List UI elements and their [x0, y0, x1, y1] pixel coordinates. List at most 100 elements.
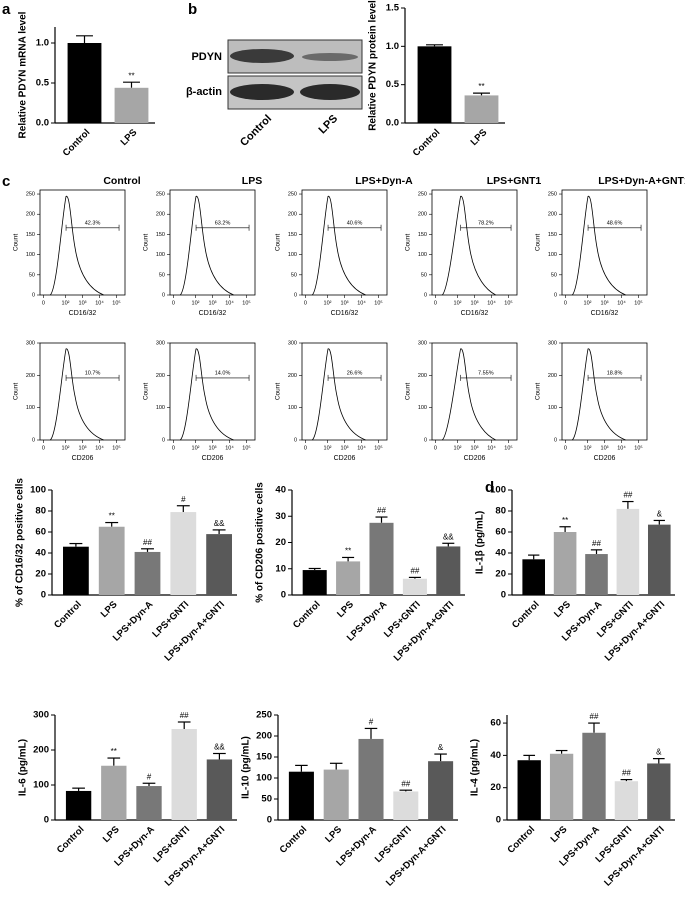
x-tick-label: LPS+Dyn-A+GNTI: [602, 824, 667, 889]
y-tick-label: 100: [288, 252, 297, 258]
y-tick-label: 50: [551, 272, 557, 278]
y-tick-label: 200: [548, 373, 557, 379]
x-tick-label: 10⁵: [112, 299, 120, 306]
y-tick-label: 0: [32, 437, 35, 443]
y-tick-label: 150: [156, 232, 165, 238]
bar: [614, 781, 639, 820]
y-tick-label: 20: [35, 569, 46, 580]
significance: ##: [590, 712, 599, 721]
x-axis-label: CD206: [72, 455, 94, 462]
x-tick-label: 10³: [471, 445, 479, 451]
bar: [98, 526, 125, 595]
significance: &&: [443, 532, 454, 541]
bar: [67, 43, 102, 123]
x-tick-label: 10³: [341, 300, 349, 306]
x-tick-label: 0: [42, 300, 45, 306]
y-tick-label: 0.5: [386, 79, 400, 90]
x-axis-label: CD206: [594, 455, 616, 462]
x-axis-label: CD16/32: [199, 310, 227, 317]
x-tick-label: LPS+Dyn-A+GNTI: [392, 599, 457, 664]
x-tick-label: LPS: [549, 824, 570, 845]
y-tick-label: 200: [33, 745, 49, 756]
blot-lane-label: LPS: [317, 113, 341, 137]
bar: [464, 95, 499, 123]
bar: [65, 790, 92, 820]
x-tick-label: 0: [172, 300, 175, 306]
y-tick-label: 250: [288, 191, 297, 197]
bar: [134, 551, 161, 595]
x-tick-label: LPS+Dyn-A+GNTI: [603, 599, 668, 664]
significance: **: [109, 512, 115, 521]
significance: **: [111, 747, 117, 756]
x-tick-label: Control: [291, 599, 323, 631]
x-tick-label: Control: [52, 599, 84, 631]
x-tick-label: LPS: [335, 599, 356, 620]
plot-frame: [169, 342, 256, 441]
gate-percent: 10.7%: [85, 370, 101, 376]
y-tick-label: 250: [256, 710, 272, 721]
x-tick-label: 0: [304, 300, 307, 306]
bar: [170, 512, 197, 595]
y-tick-label: 0.5: [36, 78, 50, 89]
histogram-curve: [441, 348, 496, 441]
y-tick-label: 0: [496, 815, 501, 826]
x-tick-label: Control: [505, 824, 537, 856]
x-tick-label: LPS: [99, 599, 120, 620]
y-tick-label: 100: [490, 485, 506, 496]
y-tick-label: 100: [548, 252, 557, 258]
y-tick-label: 200: [256, 731, 272, 742]
plot-frame: [561, 342, 648, 441]
y-tick-label: 250: [156, 191, 165, 197]
gate-percent: 63.2%: [215, 220, 231, 226]
significance: ##: [410, 567, 419, 576]
x-tick-label: LPS+Dyn-A+GNTI: [163, 824, 228, 889]
y-tick-label: 200: [156, 212, 165, 218]
y-tick-label: 80: [35, 506, 46, 517]
bar: [647, 763, 671, 820]
condition-title: LPS+GNT1: [487, 175, 542, 187]
condition-title: Control: [103, 175, 140, 187]
panel-label: c: [2, 173, 10, 190]
x-tick-label: 10²: [584, 300, 592, 306]
x-tick-label: 10⁵: [112, 444, 120, 451]
y-tick-label: 300: [26, 340, 35, 346]
x-tick-label: 10⁴: [95, 444, 104, 451]
y-tick-label: 150: [288, 232, 297, 238]
y-tick-label: 0: [162, 292, 165, 298]
bar: [616, 508, 640, 595]
histogram-curve: [179, 195, 234, 296]
y-axis-label: IL-10 (pg/mL): [241, 736, 252, 799]
y-tick-label: 300: [418, 340, 427, 346]
gate-percent: 26.6%: [347, 370, 363, 376]
significance: &&: [214, 519, 225, 528]
histogram-curve: [571, 348, 626, 441]
histogram-curve: [49, 348, 104, 441]
y-tick-label: 300: [156, 340, 165, 346]
y-axis-label: IL-1β (pg/mL): [475, 511, 486, 574]
y-tick-label: 1.0: [36, 38, 49, 49]
western-blot: PDYN β-actin Control LPS: [186, 39, 363, 149]
y-axis-label: % of CD16/32 positive cells: [15, 478, 26, 607]
panel-label: b: [188, 1, 197, 18]
y-tick-label: 0: [294, 292, 297, 298]
x-tick-label: 10²: [324, 300, 332, 306]
y-tick-label: 0: [501, 590, 506, 601]
plot-frame: [301, 342, 388, 441]
y-tick-label: 300: [548, 340, 557, 346]
y-tick-label: 0: [424, 437, 427, 443]
significance: **: [345, 547, 351, 556]
blot-row-label: β-actin: [186, 86, 222, 98]
y-tick-label: 300: [33, 710, 49, 721]
x-tick-label: Control: [61, 127, 93, 159]
y-tick-label: 80: [495, 506, 506, 517]
bar: [553, 532, 577, 595]
y-tick-label: 60: [495, 527, 506, 538]
y-axis-label: Count: [13, 234, 20, 252]
x-tick-label: Control: [55, 824, 87, 856]
y-tick-label: 100: [26, 405, 35, 411]
x-tick-label: 10⁵: [374, 299, 382, 306]
y-tick-label: 0: [554, 292, 557, 298]
x-axis-label: CD16/32: [461, 310, 489, 317]
y-axis-label: % of CD206 positive cells: [255, 482, 266, 603]
significance: &: [656, 748, 662, 757]
